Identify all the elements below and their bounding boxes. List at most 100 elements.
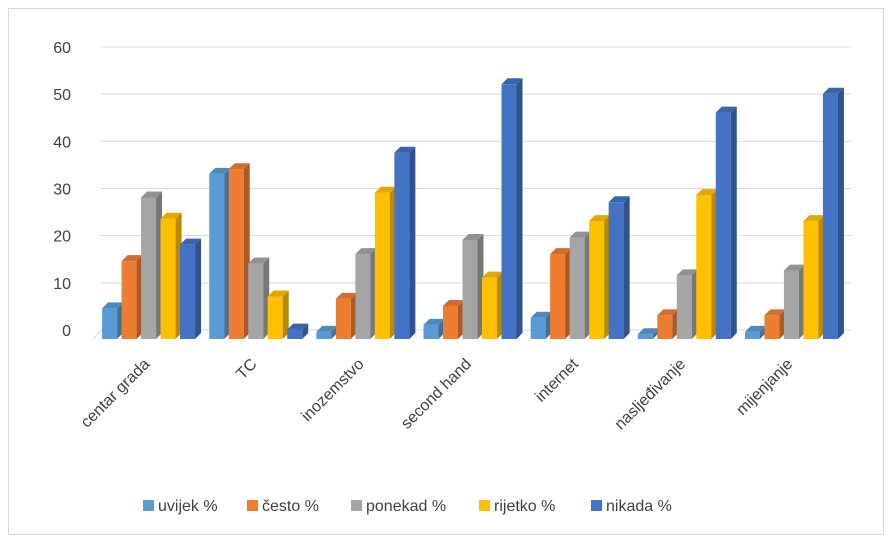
bar-top xyxy=(443,299,464,306)
bar-top xyxy=(803,215,825,222)
bar xyxy=(228,163,250,339)
bar-top xyxy=(608,196,630,203)
bar-top xyxy=(121,255,143,262)
bar-top xyxy=(715,106,737,113)
bar-front xyxy=(657,315,673,339)
bar xyxy=(248,257,270,339)
legend-swatch xyxy=(143,500,154,511)
bar xyxy=(783,264,805,339)
bar-top xyxy=(744,325,766,332)
bar-front xyxy=(374,192,390,339)
bar-side xyxy=(302,323,309,339)
bar xyxy=(676,269,698,339)
bar xyxy=(102,302,124,339)
bar-top xyxy=(637,328,659,335)
bar-top xyxy=(676,269,698,276)
bar-side xyxy=(730,106,737,339)
bar xyxy=(501,78,523,340)
bar xyxy=(160,212,182,339)
bar-front xyxy=(803,221,819,339)
bar-top xyxy=(316,325,338,332)
bar xyxy=(589,215,611,339)
bar-top xyxy=(141,191,163,198)
bar-side xyxy=(282,290,289,339)
bar-front xyxy=(764,315,780,339)
bar-front xyxy=(608,202,624,339)
bar-front xyxy=(550,254,566,339)
category-label: TC xyxy=(233,356,260,383)
legend-item: rijetko % xyxy=(479,498,555,515)
bar-front xyxy=(462,239,478,339)
legend: uvijek % često % ponekad % rijetko % nikada … xyxy=(143,498,672,515)
y-tick-label: 20 xyxy=(53,229,71,246)
bar-top xyxy=(248,257,270,264)
category-label: internet xyxy=(532,355,582,405)
y-axis-ticks: 0 10 20 30 40 50 60 xyxy=(53,40,71,340)
legend-swatch xyxy=(351,500,362,511)
y-tick-label: 40 xyxy=(53,134,71,151)
bar-top xyxy=(550,248,572,255)
bar xyxy=(696,189,718,339)
category-label: nasljeđivanje xyxy=(612,356,690,434)
bar-front xyxy=(589,221,605,339)
category-labels: centar grada TC inozemstvo second hand inter… xyxy=(78,355,796,433)
bar-front xyxy=(141,197,157,339)
bar xyxy=(355,248,377,339)
bar-top xyxy=(423,318,445,325)
y-tick-label: 60 xyxy=(53,40,71,57)
bar-front xyxy=(637,334,653,339)
bar-front xyxy=(248,263,264,339)
bar-top xyxy=(267,290,289,297)
bar-side xyxy=(409,146,416,339)
floor-edge xyxy=(92,329,102,340)
bar-top xyxy=(228,163,250,170)
bar-top xyxy=(696,189,718,196)
chart-frame: 0 10 20 30 40 50 60 centar grada TC inozemstvo se… xyxy=(8,8,884,535)
bar-top xyxy=(374,186,396,193)
bar-front xyxy=(744,331,760,339)
y-tick-label: 50 xyxy=(53,87,71,104)
bar-front xyxy=(423,324,439,339)
bar-front xyxy=(209,173,225,339)
bar xyxy=(569,231,591,339)
bar-front xyxy=(228,169,244,339)
bar-top xyxy=(764,309,786,316)
bar-top xyxy=(657,309,679,316)
bar-side xyxy=(195,238,202,339)
bar-top xyxy=(180,238,202,245)
bar xyxy=(141,191,163,339)
bar xyxy=(316,325,338,339)
y-tick-label: 10 xyxy=(53,276,71,293)
bar xyxy=(715,106,737,339)
bar-front xyxy=(355,254,371,339)
legend-item: nikada % xyxy=(591,498,672,515)
bar-top xyxy=(589,215,611,222)
bar-front xyxy=(501,84,517,339)
bar-front xyxy=(443,305,458,339)
bar-top xyxy=(394,146,416,153)
bar xyxy=(744,325,766,339)
bar-front xyxy=(822,93,838,339)
bar xyxy=(462,233,484,339)
bar-top xyxy=(209,167,231,174)
legend-swatch xyxy=(591,500,602,511)
legend-item: uvijek % xyxy=(143,498,218,515)
bar-top xyxy=(530,311,552,318)
bar-front xyxy=(287,329,303,339)
bar-side xyxy=(516,78,523,340)
bar-front xyxy=(121,261,137,339)
legend-label: često % xyxy=(262,498,319,515)
category-label: centar grada xyxy=(78,356,154,432)
bar-top xyxy=(287,323,309,330)
bar xyxy=(374,186,396,339)
bar-front xyxy=(530,317,546,339)
bar-top xyxy=(160,212,182,219)
bar xyxy=(121,255,143,339)
bar-top xyxy=(335,292,357,299)
bar-top xyxy=(102,302,124,309)
legend-label: ponekad % xyxy=(366,498,446,515)
bar-front xyxy=(569,237,585,339)
legend-label: uvijek % xyxy=(158,498,218,515)
bar-top xyxy=(569,231,591,238)
bar xyxy=(335,292,357,339)
